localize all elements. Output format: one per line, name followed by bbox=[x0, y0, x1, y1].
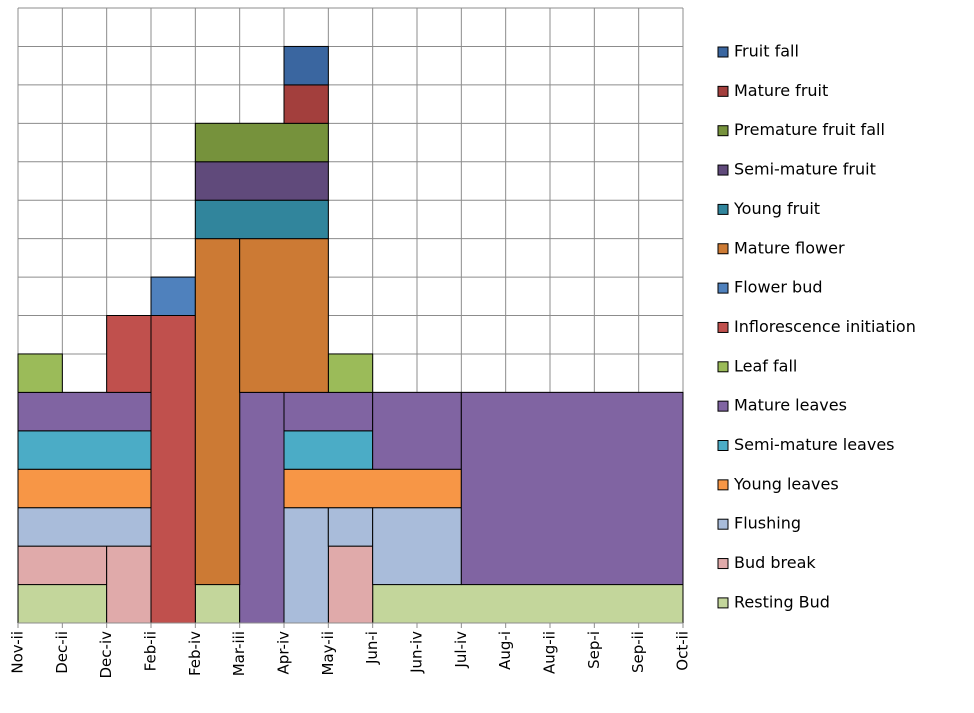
x-tick-label: Dec-iv bbox=[97, 631, 115, 679]
legend-swatch bbox=[717, 46, 729, 58]
axis: Nov-ii Dec-ii Dec-iv Feb-ii Feb-iv Mar-iii Apr… bbox=[9, 622, 692, 679]
x-tick-label: Nov-ii bbox=[9, 631, 27, 674]
x-tick-label: Mar-iii bbox=[230, 631, 248, 676]
bar-segment bbox=[283, 468, 462, 509]
x-tick-label: Jun-iv bbox=[408, 631, 426, 674]
x-tick-label: Aug-ii bbox=[541, 631, 559, 674]
legend-swatch bbox=[717, 479, 729, 491]
legend-label: Semi-mature fruit bbox=[734, 160, 876, 179]
bar-segment bbox=[239, 238, 329, 393]
bar-segment bbox=[150, 276, 196, 316]
bar-segment bbox=[372, 391, 462, 470]
bar-segment bbox=[239, 391, 285, 624]
x-tick-label: Jul-iv bbox=[452, 631, 470, 669]
legend: Resting Bud Bud break Flushing Young leaves… bbox=[717, 42, 916, 611]
bar-segment bbox=[17, 391, 152, 432]
x-tick-label: Oct-ii bbox=[674, 631, 692, 671]
bar-segment bbox=[106, 545, 152, 624]
x-tick-label: May-ii bbox=[319, 631, 337, 676]
x-tick-label: Aug-i bbox=[496, 631, 514, 670]
legend-swatch bbox=[717, 125, 729, 137]
legend-swatch bbox=[717, 597, 729, 609]
bar-segment bbox=[194, 584, 241, 624]
bar-segment bbox=[283, 391, 374, 432]
legend-label: Premature fruit fall bbox=[734, 120, 885, 139]
legend-label: Mature leaves bbox=[734, 396, 847, 415]
bar-segment bbox=[194, 199, 329, 240]
x-tick-label: Jun-i bbox=[363, 631, 381, 665]
legend-swatch bbox=[717, 361, 729, 373]
legend-label: Flushing bbox=[734, 514, 801, 533]
bar-segment bbox=[372, 507, 462, 586]
bar-segment bbox=[17, 353, 63, 393]
legend-swatch bbox=[717, 243, 729, 255]
legend-label: Fruit fall bbox=[734, 42, 799, 61]
bar-segment bbox=[327, 545, 374, 624]
bar-segment bbox=[327, 507, 374, 547]
bar-segment bbox=[194, 122, 329, 163]
legend-label: Mature fruit bbox=[734, 81, 828, 100]
legend-label: Semi-mature leaves bbox=[734, 435, 895, 454]
x-tick-label: Dec-ii bbox=[53, 631, 71, 674]
legend-swatch bbox=[717, 85, 729, 97]
legend-swatch bbox=[717, 164, 729, 176]
bar-segment bbox=[460, 391, 684, 586]
bar-segment bbox=[17, 545, 108, 586]
bar-segment bbox=[17, 584, 108, 624]
bar-segment bbox=[283, 84, 329, 124]
legend-swatch bbox=[717, 440, 729, 451]
legend-swatch bbox=[717, 282, 729, 294]
bar-segment bbox=[106, 315, 152, 393]
bar-segment bbox=[17, 468, 152, 509]
bar-segment bbox=[283, 45, 329, 86]
bar-segment bbox=[372, 584, 684, 624]
legend-swatch bbox=[717, 558, 729, 570]
legend-label: Young fruit bbox=[733, 199, 820, 218]
x-tick-label: Apr-iv bbox=[275, 631, 293, 675]
bars bbox=[17, 45, 684, 624]
x-tick-label: Feb-iv bbox=[186, 631, 204, 676]
bar-segment bbox=[194, 238, 241, 586]
legend-label: Flower bud bbox=[734, 278, 822, 297]
bar-segment bbox=[194, 161, 329, 201]
bar-segment bbox=[150, 315, 196, 624]
bar-segment bbox=[327, 353, 374, 393]
legend-swatch bbox=[717, 321, 729, 333]
bar-segment bbox=[17, 430, 152, 470]
legend-swatch bbox=[717, 203, 729, 215]
legend-label: Inflorescence initiation bbox=[734, 317, 916, 336]
legend-swatch bbox=[717, 518, 729, 530]
x-tick-label: Sep-ii bbox=[629, 631, 647, 673]
bar-segment bbox=[17, 507, 152, 547]
x-tick-label: Feb-ii bbox=[142, 631, 160, 671]
legend-label: Mature flower bbox=[734, 238, 845, 257]
legend-label: Bud break bbox=[734, 553, 816, 572]
legend-label: Resting Bud bbox=[734, 592, 830, 611]
x-tick-label: Sep-i bbox=[585, 631, 603, 669]
legend-label: Leaf fall bbox=[734, 356, 797, 375]
legend-label: Young leaves bbox=[733, 474, 839, 493]
legend-swatch bbox=[717, 400, 729, 412]
bar-segment bbox=[283, 430, 374, 470]
bar-segment bbox=[283, 507, 329, 624]
